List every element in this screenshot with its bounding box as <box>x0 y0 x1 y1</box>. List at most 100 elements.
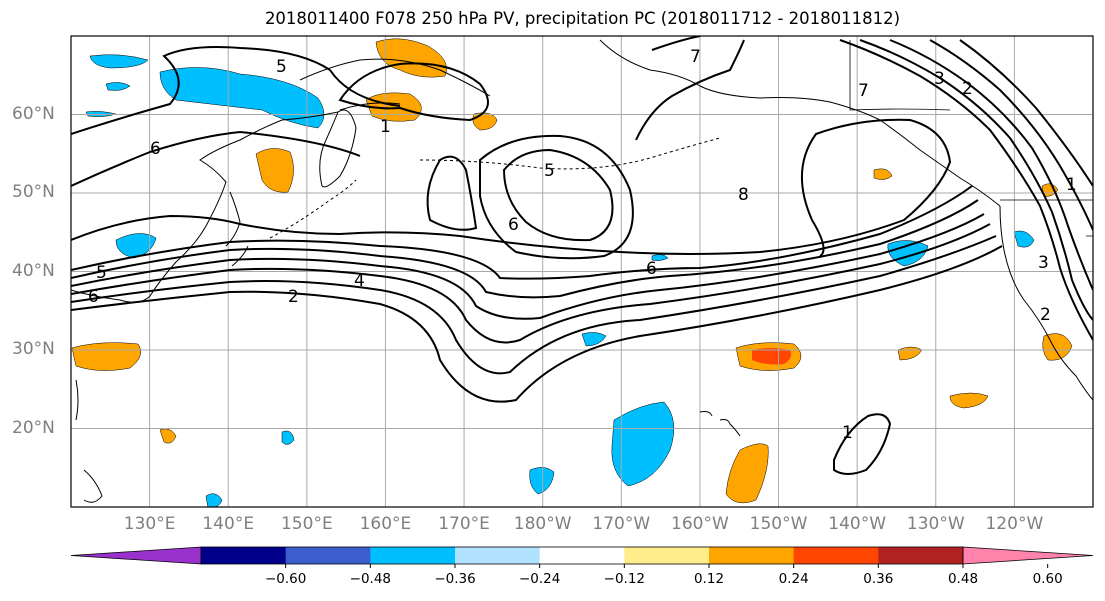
negative-shading <box>115 233 157 259</box>
pv-contour-line <box>833 413 892 475</box>
contour-label: 2 <box>962 79 973 99</box>
colorbar-bin <box>878 547 964 564</box>
canada-border <box>849 40 1093 237</box>
pv-contour-line <box>635 39 745 141</box>
longitude-label: 130°E <box>123 514 176 534</box>
positive-shading <box>472 112 498 131</box>
colorbar-bin <box>539 547 625 564</box>
pv-contour-line <box>929 39 1093 231</box>
negative-shading <box>205 493 223 507</box>
pv-contour-line <box>71 223 991 344</box>
pv-contour-line <box>71 245 1003 403</box>
pv-contour-line <box>651 36 1093 341</box>
colorbar-tick-label: 0.48 <box>947 571 979 587</box>
latitude-label: 50°N <box>12 182 55 202</box>
pv-contour-line <box>71 131 361 187</box>
colorbar-tick-label: 0.12 <box>693 571 725 587</box>
pv-contours <box>71 36 1093 475</box>
colorbar-bin <box>709 547 795 564</box>
map-frame <box>70 35 1094 508</box>
figure-title: 2018011400 F078 250 hPa PV, precipitatio… <box>264 9 901 28</box>
contour-label: 3 <box>934 69 945 89</box>
colorbar-tick-label: 0.36 <box>863 571 894 587</box>
contour-label: 6 <box>150 139 161 159</box>
pv-contour-line <box>959 39 1093 187</box>
north-america-coastline <box>999 205 1093 401</box>
latitude-label: 20°N <box>12 417 55 438</box>
colorbar-tick-label: −0.24 <box>518 571 561 587</box>
latitude-label: 60°N <box>12 103 55 124</box>
contour-label: 7 <box>690 47 701 67</box>
pv-contour-line <box>889 39 1093 291</box>
positive-shading <box>375 38 447 78</box>
contour-label: 1 <box>842 423 853 443</box>
negative-shading <box>89 54 149 69</box>
contour-label: 2 <box>1040 305 1051 325</box>
longitude-label: 160°E <box>359 514 412 534</box>
contour-label: 5 <box>544 161 555 181</box>
positive-shading <box>159 428 177 444</box>
negative-shading <box>529 467 555 495</box>
negative-shading <box>105 82 131 91</box>
positive-shading <box>71 342 141 371</box>
latitude-label: 40°N <box>12 260 55 281</box>
colorbar-tick-label: 0.24 <box>778 571 809 587</box>
pv-contour-line <box>71 199 979 299</box>
kuril-aleutian-chain <box>269 137 721 239</box>
longitude-label: 170°W <box>592 514 651 534</box>
colorbar-bin <box>201 547 287 564</box>
negative-shading <box>887 240 929 267</box>
longitude-label: 150°E <box>280 514 333 534</box>
positive-shading <box>725 443 769 504</box>
colorbar-over-extension <box>962 546 1094 565</box>
colorbar-under-extension <box>70 546 202 565</box>
contour-label: 5 <box>96 263 107 283</box>
colorbar-bin <box>624 547 710 564</box>
coastlines <box>71 39 1093 503</box>
negative-shading <box>281 430 295 445</box>
longitude-label: 140°E <box>202 514 255 534</box>
contour-label: 8 <box>738 185 749 205</box>
contour-labels: 5 6 7 1 3 2 8 5 6 6 4 2 5 6 1 3 2 1 7 <box>88 47 1077 443</box>
colorbar-tick-label: −0.48 <box>349 571 392 587</box>
longitude-label: 160°W <box>671 514 729 534</box>
positive-shading <box>1042 333 1073 361</box>
pv-contour-line <box>426 155 478 231</box>
pv-contour-line <box>71 235 997 375</box>
colorbar-tick-label: −0.36 <box>434 571 476 587</box>
contour-label: 6 <box>508 215 519 235</box>
pv-contour-line <box>71 213 985 320</box>
colorbar-tick-label: −0.12 <box>603 571 646 587</box>
pv-contour-line <box>502 148 614 242</box>
colorbar-tick-label: −0.60 <box>264 571 307 587</box>
pv-contour-line <box>71 46 401 135</box>
colorbar-tick-label: 0.60 <box>1032 571 1063 587</box>
positive-shading <box>255 148 294 193</box>
contour-label: 5 <box>276 57 287 77</box>
colorbar-frame <box>200 546 964 565</box>
latitude-label: 30°N <box>12 339 55 359</box>
negative-shading <box>1013 230 1035 248</box>
contour-label: 6 <box>646 259 657 279</box>
longitude-label: 130°W <box>906 514 965 534</box>
siberia-coastline <box>299 58 491 111</box>
kamchatka-coastline <box>319 109 357 188</box>
colorbar-bin <box>285 547 371 564</box>
contour-label: 1 <box>1066 175 1077 195</box>
longitude-label: 150°W <box>749 514 808 534</box>
pv-contour-line <box>859 39 1093 321</box>
contour-label: 3 <box>1038 253 1049 273</box>
negative-shading <box>159 67 325 129</box>
positive-shading <box>897 346 923 361</box>
positive-shading-strong <box>752 348 792 365</box>
negative-shading <box>581 332 607 347</box>
longitude-label: 120°W <box>985 514 1044 534</box>
positive-shading <box>873 168 893 180</box>
positive-shading <box>949 392 989 409</box>
philippines-coastline <box>75 379 103 503</box>
pv-contour-line <box>71 118 952 257</box>
longitude-label: 140°W <box>828 514 887 534</box>
graticule <box>71 36 1093 507</box>
contour-label: 1 <box>380 117 391 137</box>
